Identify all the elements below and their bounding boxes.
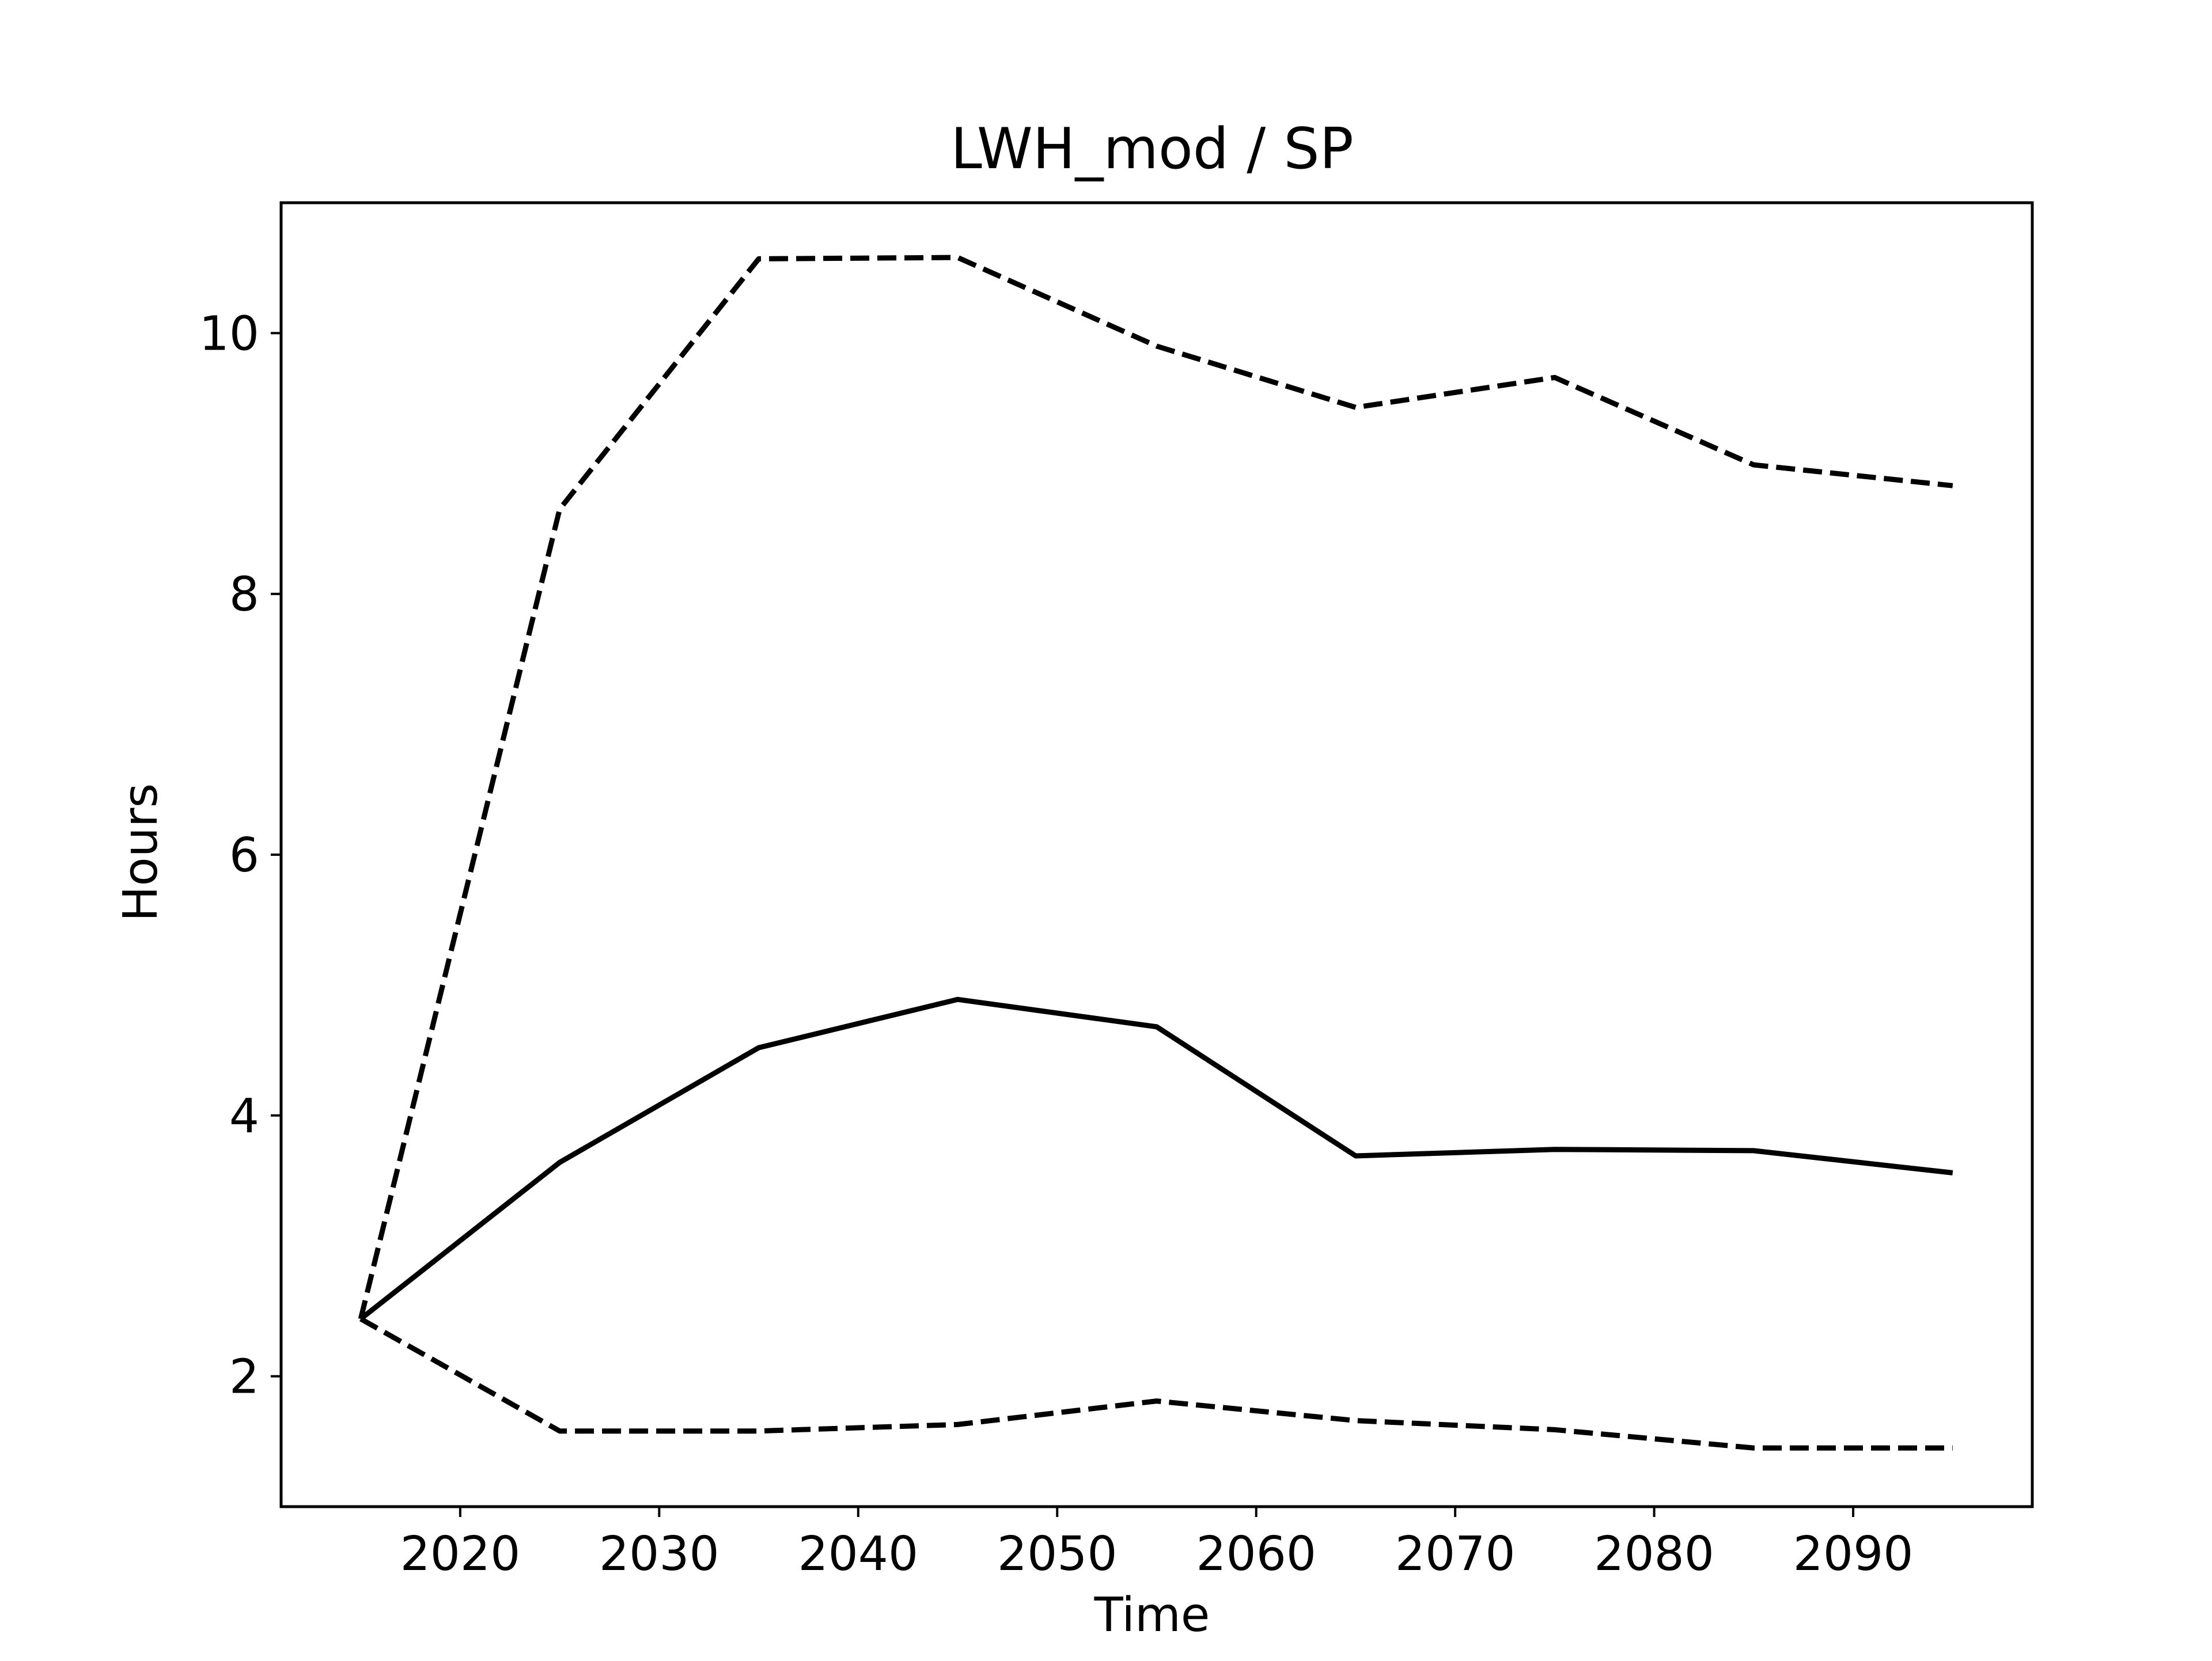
y-axis: 2 4 6 8 10: [199, 306, 281, 1405]
series-line-2: [359, 996, 1953, 1321]
x-tick-label: 2020: [400, 1527, 521, 1582]
x-tick-label: 2070: [1395, 1527, 1516, 1582]
x-axis-label: Time: [1094, 1588, 1210, 1643]
x-tick-label: 2080: [1594, 1527, 1714, 1582]
y-tick-label: 8: [229, 567, 259, 622]
y-axis-label: Hours: [113, 783, 168, 921]
y-tick-label: 4: [229, 1089, 259, 1144]
series-line-1: [358, 255, 1953, 1320]
x-tick-label: 2090: [1793, 1527, 1914, 1582]
y-tick-label: 2: [229, 1350, 259, 1405]
x-axis: 2020 2030 2040 2050 2060 2070 2080 2090: [400, 1507, 1914, 1582]
x-tick-label: 2050: [997, 1527, 1118, 1582]
x-tick-label: 2030: [599, 1527, 719, 1582]
chart-title: LWH_mod / SP: [950, 116, 1353, 182]
series-line-3: [359, 1317, 1953, 1451]
y-tick-label: 6: [229, 828, 259, 883]
x-tick-label: 2040: [798, 1527, 918, 1582]
x-tick-label: 2060: [1196, 1527, 1316, 1582]
y-tick-label: 10: [199, 306, 259, 361]
